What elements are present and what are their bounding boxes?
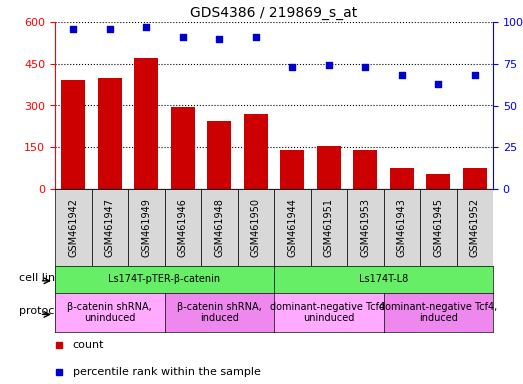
- Text: GSM461952: GSM461952: [470, 198, 480, 257]
- Text: GSM461950: GSM461950: [251, 198, 261, 257]
- Bar: [390, 168, 414, 189]
- Bar: [463, 168, 486, 189]
- FancyBboxPatch shape: [165, 189, 201, 266]
- Text: dominant-negative Tcf4,
uninduced: dominant-negative Tcf4, uninduced: [270, 302, 388, 323]
- Text: protocol: protocol: [19, 306, 64, 316]
- FancyBboxPatch shape: [311, 189, 347, 266]
- Text: Ls174T-L8: Ls174T-L8: [359, 275, 408, 285]
- FancyBboxPatch shape: [383, 189, 420, 266]
- FancyBboxPatch shape: [457, 189, 493, 266]
- Bar: [244, 114, 268, 189]
- Text: GSM461946: GSM461946: [178, 198, 188, 257]
- FancyBboxPatch shape: [201, 189, 237, 266]
- Text: GSM461947: GSM461947: [105, 198, 115, 257]
- Text: GSM461949: GSM461949: [141, 198, 151, 257]
- FancyBboxPatch shape: [347, 189, 383, 266]
- FancyBboxPatch shape: [128, 189, 165, 266]
- FancyBboxPatch shape: [92, 189, 128, 266]
- Text: β-catenin shRNA,
induced: β-catenin shRNA, induced: [177, 302, 262, 323]
- Text: GSM461943: GSM461943: [397, 198, 407, 257]
- Point: [434, 81, 442, 87]
- Text: GSM461948: GSM461948: [214, 198, 224, 257]
- Title: GDS4386 / 219869_s_at: GDS4386 / 219869_s_at: [190, 6, 358, 20]
- Text: Ls174T-pTER-β-catenin: Ls174T-pTER-β-catenin: [108, 275, 221, 285]
- Bar: [208, 121, 231, 189]
- Point: [361, 64, 369, 70]
- FancyBboxPatch shape: [274, 189, 311, 266]
- Point: [215, 36, 223, 42]
- Point: [106, 26, 114, 32]
- Point: [397, 72, 406, 78]
- Point: [178, 34, 187, 40]
- Bar: [426, 174, 450, 189]
- Point: [325, 62, 333, 68]
- Bar: [134, 58, 158, 189]
- FancyBboxPatch shape: [237, 189, 274, 266]
- Point: [69, 26, 77, 32]
- Bar: [280, 150, 304, 189]
- Bar: [317, 146, 340, 189]
- Point: [471, 72, 479, 78]
- Text: GSM461951: GSM461951: [324, 198, 334, 257]
- Text: GSM461942: GSM461942: [68, 198, 78, 257]
- Bar: [61, 81, 85, 189]
- Bar: [98, 78, 122, 189]
- Text: GSM461953: GSM461953: [360, 198, 370, 257]
- FancyBboxPatch shape: [420, 189, 457, 266]
- Text: GSM461945: GSM461945: [433, 198, 444, 257]
- Text: percentile rank within the sample: percentile rank within the sample: [73, 367, 260, 377]
- Text: GSM461944: GSM461944: [287, 198, 297, 257]
- Text: cell line: cell line: [19, 273, 62, 283]
- Text: β-catenin shRNA,
uninduced: β-catenin shRNA, uninduced: [67, 302, 152, 323]
- Text: count: count: [73, 339, 104, 349]
- Point: [142, 24, 151, 30]
- Text: dominant-negative Tcf4,
induced: dominant-negative Tcf4, induced: [379, 302, 497, 323]
- Point: [288, 64, 297, 70]
- Point: [252, 34, 260, 40]
- FancyBboxPatch shape: [55, 189, 92, 266]
- Bar: [354, 150, 377, 189]
- Bar: [171, 107, 195, 189]
